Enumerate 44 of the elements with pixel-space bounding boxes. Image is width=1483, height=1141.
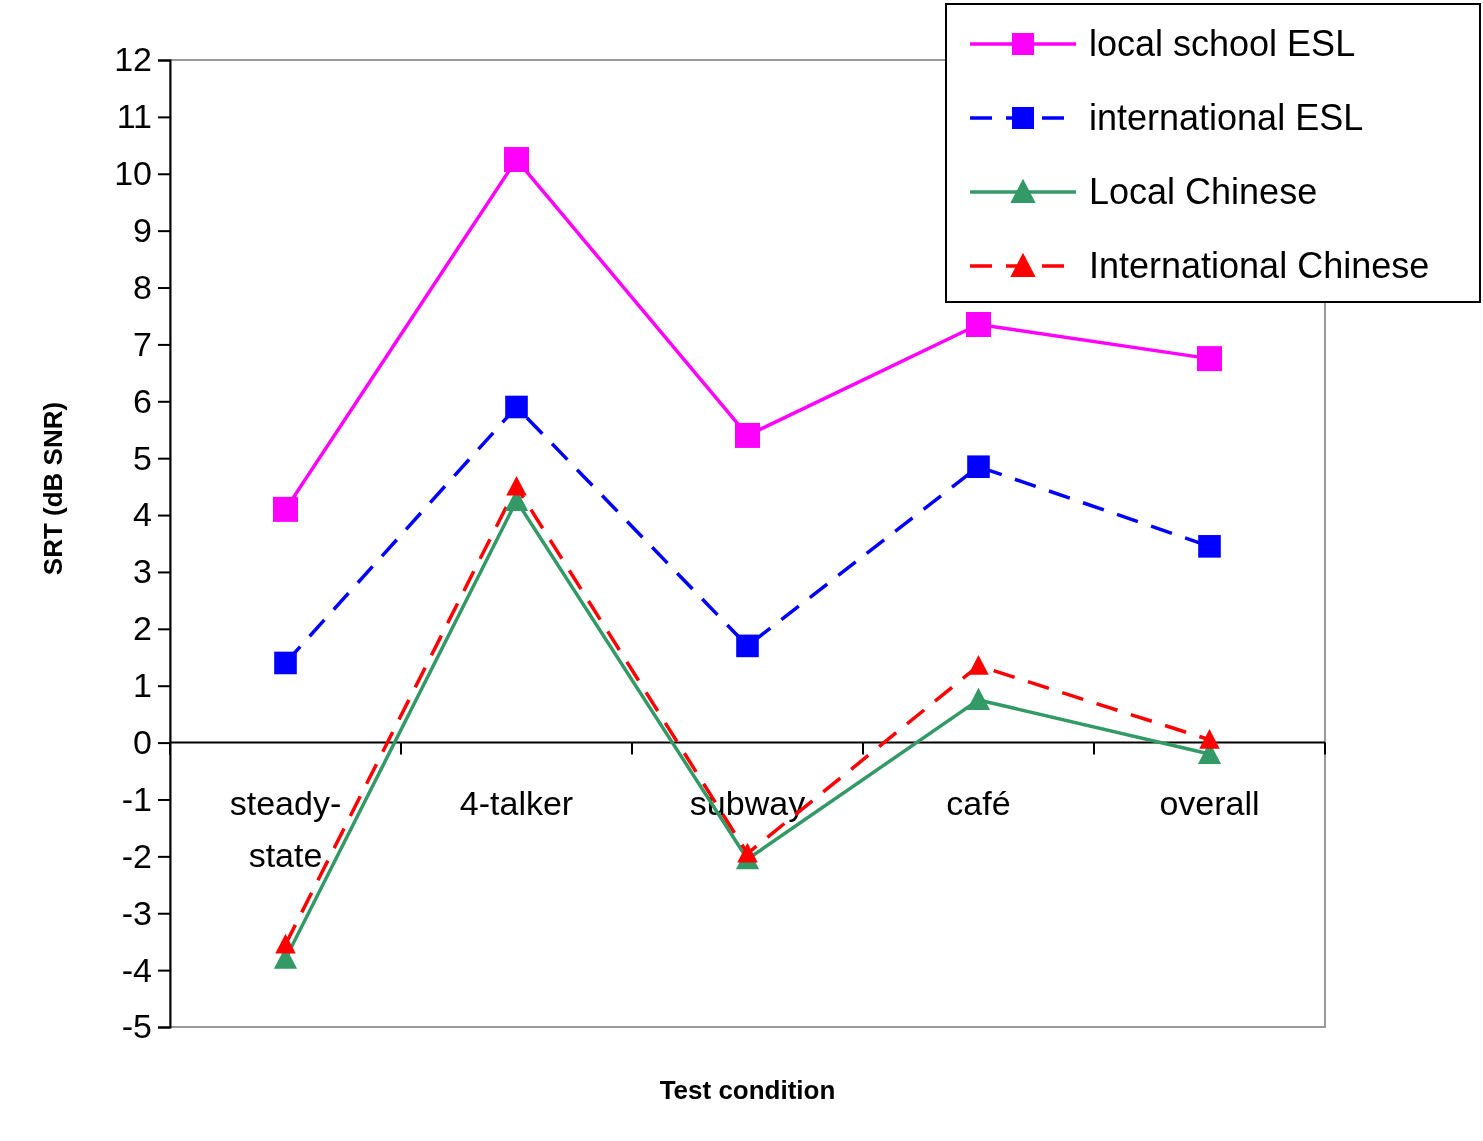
y-tick-label: -1 [121,779,152,818]
point [504,147,529,173]
y-tick-label: -2 [121,836,152,875]
y-tick-label: 10 [114,154,152,193]
y-tick-label: 1 [133,666,152,705]
x-tick-label: café [946,783,1011,822]
point [736,634,759,658]
point [274,651,297,675]
y-tick-label: 0 [133,722,152,761]
x-tick-label: 4-talker [459,783,574,822]
legend-label: International Chinese [1089,245,1430,286]
legend-label: local school ESL [1089,23,1356,64]
point [505,395,528,419]
y-tick-label: 4 [133,495,152,534]
y-tick-label: 9 [133,211,152,250]
point [966,312,991,337]
y-tick-label: 12 [114,40,152,79]
y-tick-label: 6 [133,381,152,420]
y-axis-title: SRT (dB SNR) [38,401,68,576]
point [966,687,991,711]
y-tick-label: 2 [133,609,152,648]
y-tick-label: -5 [121,1007,152,1046]
legend-label: international ESL [1089,97,1364,138]
y-tick-label: 5 [133,438,152,477]
point [967,455,990,479]
x-tick-label: overall [1159,783,1260,822]
point [968,655,989,675]
point [273,496,298,522]
x-axis-title: Test condition [659,1075,836,1105]
y-tick-label: 11 [116,97,152,136]
point [735,422,760,448]
point [1197,346,1222,372]
x-tick-label: steady-state [229,783,342,874]
legend-label: Local Chinese [1089,171,1318,212]
y-tick-label: 8 [133,267,152,306]
y-tick-label: -4 [121,950,152,989]
point [275,933,296,954]
y-tick-label: 7 [133,324,152,363]
point [1198,535,1221,558]
point [506,475,527,496]
y-tick-label: 3 [133,552,152,591]
point [1199,729,1220,749]
y-tick-label: -3 [121,893,152,932]
point [737,842,758,863]
